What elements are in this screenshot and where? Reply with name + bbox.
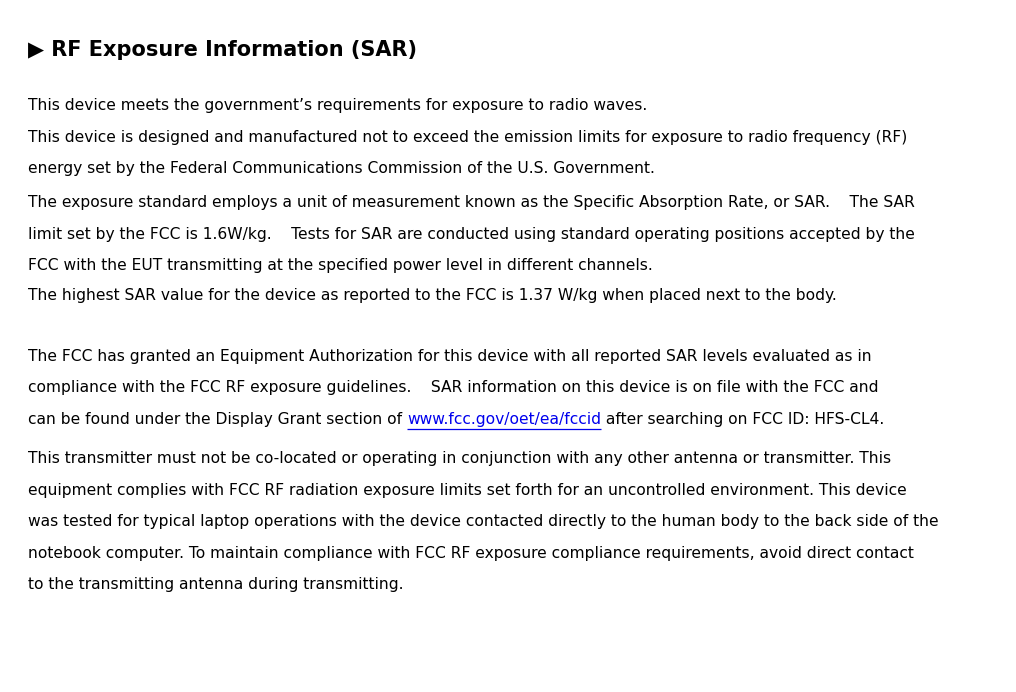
Text: ▶ RF Exposure Information (SAR): ▶ RF Exposure Information (SAR) <box>28 40 418 60</box>
Text: compliance with the FCC RF exposure guidelines.    SAR information on this devic: compliance with the FCC RF exposure guid… <box>28 381 879 395</box>
Text: after searching on FCC ID: HFS-CL4.: after searching on FCC ID: HFS-CL4. <box>601 412 885 427</box>
Text: FCC with the EUT transmitting at the specified power level in different channels: FCC with the EUT transmitting at the spe… <box>28 258 653 273</box>
Text: equipment complies with FCC RF radiation exposure limits set forth for an uncont: equipment complies with FCC RF radiation… <box>28 483 907 498</box>
Text: The exposure standard employs a unit of measurement known as the Specific Absorp: The exposure standard employs a unit of … <box>28 195 915 210</box>
Text: www.fcc.gov/oet/ea/fccid: www.fcc.gov/oet/ea/fccid <box>407 412 601 427</box>
Text: was tested for typical laptop operations with the device contacted directly to t: was tested for typical laptop operations… <box>28 514 939 529</box>
Text: This device meets the government’s requirements for exposure to radio waves.: This device meets the government’s requi… <box>28 98 647 113</box>
Text: The highest SAR value for the device as reported to the FCC is 1.37 W/kg when pl: The highest SAR value for the device as … <box>28 288 837 303</box>
Text: can be found under the Display Grant section of: can be found under the Display Grant sec… <box>28 412 407 427</box>
Text: notebook computer. To maintain compliance with FCC RF exposure compliance requir: notebook computer. To maintain complianc… <box>28 545 914 561</box>
Text: The FCC has granted an Equipment Authorization for this device with all reported: The FCC has granted an Equipment Authori… <box>28 349 872 364</box>
Text: to the transmitting antenna during transmitting.: to the transmitting antenna during trans… <box>28 577 404 592</box>
Text: limit set by the FCC is 1.6W/kg.    Tests for SAR are conducted using standard o: limit set by the FCC is 1.6W/kg. Tests f… <box>28 227 915 242</box>
Text: This transmitter must not be co-located or operating in conjunction with any oth: This transmitter must not be co-located … <box>28 451 892 466</box>
Text: energy set by the Federal Communications Commission of the U.S. Government.: energy set by the Federal Communications… <box>28 161 655 176</box>
Text: This device is designed and manufactured not to exceed the emission limits for e: This device is designed and manufactured… <box>28 130 907 145</box>
